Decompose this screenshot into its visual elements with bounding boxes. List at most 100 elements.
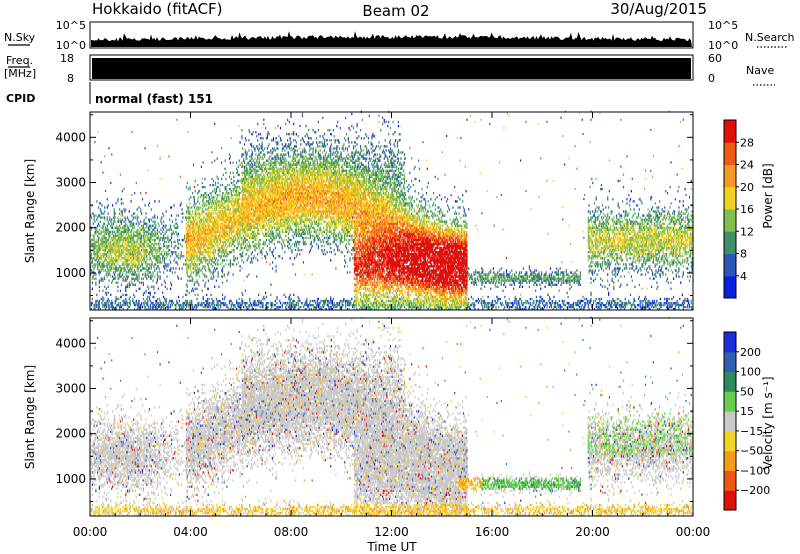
power-cell	[111, 153, 112, 155]
power-cell	[138, 206, 139, 208]
power-cell	[91, 253, 92, 255]
nsky-label: N.Sky	[4, 31, 36, 44]
power-cell	[97, 225, 98, 227]
freq-label-2: [MHz]	[4, 67, 36, 80]
power-cell	[134, 296, 135, 298]
cpid-mode-text: normal (fast) 151	[95, 92, 213, 106]
power-cell	[138, 271, 139, 273]
power-cell	[135, 284, 136, 286]
power-cell	[102, 216, 103, 218]
power-cell	[108, 286, 109, 288]
power-cell	[133, 237, 134, 239]
power-cell	[138, 216, 139, 218]
power-cell	[96, 219, 97, 221]
power-cell	[127, 302, 128, 304]
power-cell	[94, 255, 95, 257]
nsearch-label: N.Search	[745, 31, 795, 44]
power-cell	[130, 225, 131, 227]
power-cell	[104, 286, 105, 288]
power-cell	[113, 306, 114, 308]
nsky-right-tick-bottom: 10^0	[708, 39, 738, 52]
power-cell	[121, 198, 122, 200]
power-cell	[95, 278, 96, 280]
power-cell	[125, 223, 126, 225]
power-cell	[133, 231, 134, 233]
power-cell	[102, 290, 103, 292]
power-cell	[97, 131, 98, 133]
power-cell	[116, 298, 117, 300]
power-cell	[125, 219, 126, 221]
power-cell	[123, 294, 124, 296]
power-cell	[99, 290, 100, 292]
power-cell	[131, 221, 132, 223]
power-cell	[122, 273, 123, 275]
power-cell	[138, 267, 139, 269]
power-cell	[117, 216, 118, 218]
power-cell	[104, 210, 105, 212]
power-cell	[119, 255, 120, 257]
power-cell	[131, 231, 132, 233]
power-cell	[136, 223, 137, 225]
power-cell	[134, 227, 135, 229]
power-cell	[104, 206, 105, 208]
power-cell	[92, 282, 93, 284]
power-cell	[118, 267, 119, 269]
power-cell	[96, 200, 97, 202]
power-cell	[109, 255, 110, 257]
power-cell	[141, 302, 142, 304]
power-cell	[104, 216, 105, 218]
power-cell	[92, 261, 93, 263]
power-cell	[112, 225, 113, 227]
power-cell	[111, 267, 112, 269]
power-cell	[136, 182, 137, 184]
power-cell	[101, 216, 102, 218]
power-cell	[136, 290, 137, 292]
power-cell	[99, 280, 100, 282]
power-cell	[99, 225, 100, 227]
power-cell	[115, 302, 116, 304]
power-cell	[118, 298, 119, 300]
power-cell	[117, 198, 118, 200]
power-cell	[119, 249, 120, 251]
power-cell	[140, 208, 141, 210]
power-cell	[106, 288, 107, 290]
power-cell	[105, 249, 106, 251]
power-cell	[94, 267, 95, 269]
power-cell	[105, 190, 106, 192]
power-cell	[109, 147, 110, 149]
power-cell	[139, 282, 140, 284]
power-cell	[134, 273, 135, 275]
power-cell	[107, 216, 108, 218]
power-cell	[103, 261, 104, 263]
nave-right-tick-bottom: 0	[708, 72, 715, 85]
power-cell	[94, 221, 95, 223]
power-cell	[133, 223, 134, 225]
power-cell	[99, 300, 100, 302]
power-cell	[140, 221, 141, 223]
power-cell	[102, 172, 103, 174]
power-cell	[108, 302, 109, 304]
power-cell	[132, 298, 133, 300]
power-cell	[112, 275, 113, 277]
nsky-trace	[91, 31, 692, 47]
power-cell	[95, 273, 96, 275]
power-cell	[103, 269, 104, 271]
power-cell	[123, 275, 124, 277]
power-cell	[110, 275, 111, 277]
power-cell	[124, 216, 125, 218]
power-cell	[138, 273, 139, 275]
power-cell	[127, 284, 128, 286]
power-cell	[115, 278, 116, 280]
power-cell	[131, 131, 132, 133]
power-cell	[117, 282, 118, 284]
cpid-label: CPID	[6, 92, 35, 105]
power-cell	[101, 210, 102, 212]
power-cell	[108, 292, 109, 294]
power-cell	[141, 235, 142, 237]
power-cell	[120, 302, 121, 304]
power-cell	[125, 290, 126, 292]
power-cell	[110, 182, 111, 184]
power-cell	[121, 284, 122, 286]
power-cell	[92, 302, 93, 304]
power-cell	[117, 261, 118, 263]
